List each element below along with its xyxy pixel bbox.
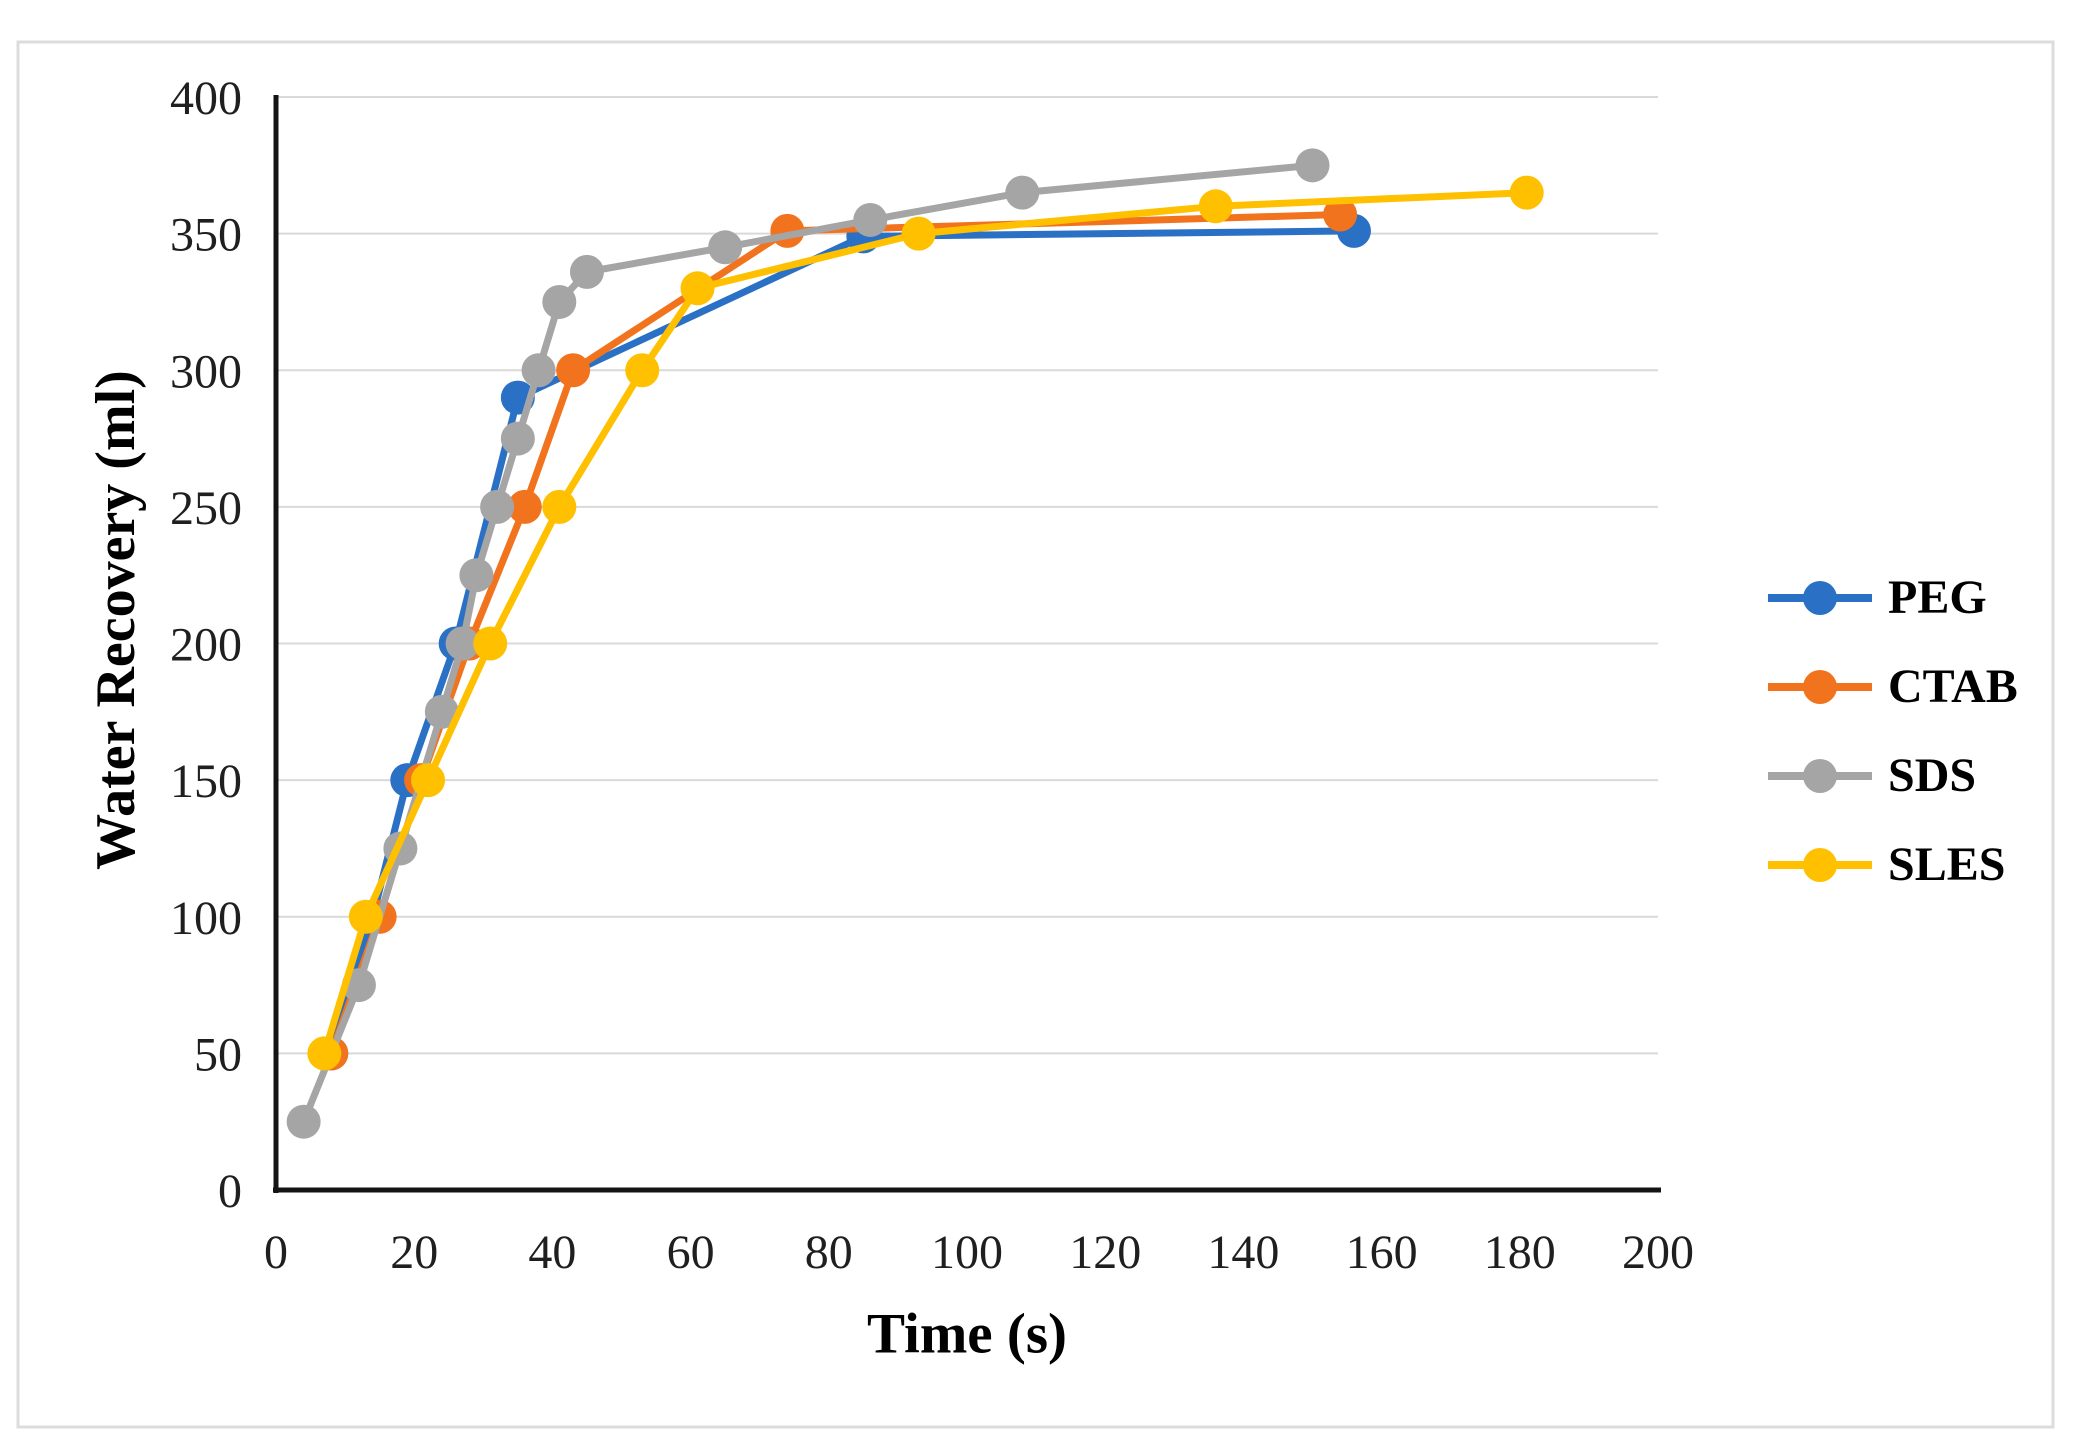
y-tick-label-300: 300: [170, 345, 242, 398]
y-tick-label-400: 400: [170, 72, 242, 125]
x-tick-label-60: 60: [667, 1226, 715, 1279]
legend-label: SDS: [1888, 749, 1977, 802]
y-tick-label-150: 150: [170, 755, 242, 808]
data-point-CTAB-154-357: [1323, 197, 1358, 232]
data-point-SDS-150-375: [1295, 148, 1330, 183]
legend-item-sles: SLES: [1768, 837, 2018, 893]
data-point-SLES-136-360: [1198, 189, 1233, 224]
data-point-SDS-29-225: [459, 558, 494, 593]
y-tick-label-100: 100: [170, 892, 242, 945]
y-tick-label-250: 250: [170, 482, 242, 535]
data-point-SDS-108-365: [1005, 175, 1040, 210]
data-point-CTAB-36-250: [507, 489, 542, 524]
series-SLES: [307, 175, 1544, 1071]
y-axis-title: Water Recovery (ml): [85, 370, 147, 870]
x-tick-label-200: 200: [1622, 1226, 1694, 1279]
legend-label: PEG: [1888, 571, 1987, 624]
data-point-CTAB-43-300: [556, 353, 591, 388]
legend: PEG CTAB SDS SLES: [1768, 570, 2018, 893]
data-point-SLES-13-100: [348, 899, 383, 934]
data-point-SDS-35-275: [500, 421, 535, 456]
data-point-SDS-24-175: [424, 694, 459, 729]
x-tick-label-140: 140: [1207, 1226, 1279, 1279]
x-tick-label-180: 180: [1484, 1226, 1556, 1279]
data-point-SDS-65-345: [708, 230, 743, 265]
x-axis-title: Time (s): [866, 1302, 1068, 1366]
legend-item-peg: PEG: [1768, 570, 2018, 626]
legend-label: CTAB: [1888, 660, 2018, 713]
x-tick-label-80: 80: [805, 1226, 853, 1279]
data-point-SLES-31-200: [473, 626, 508, 661]
legend-line-marker-icon: [1768, 670, 1872, 704]
legend-label: SLES: [1888, 838, 2006, 891]
y-tick-label-350: 350: [170, 209, 242, 262]
data-point-SLES-41-250: [542, 489, 577, 524]
data-point-SDS-32-250: [480, 489, 515, 524]
legend-line-marker-icon: [1768, 581, 1872, 615]
x-tick-label-100: 100: [931, 1226, 1003, 1279]
y-tick-label-0: 0: [218, 1165, 242, 1218]
data-point-SDS-4-25: [286, 1104, 321, 1139]
data-point-SLES-61-330: [680, 271, 715, 306]
legend-line-marker-icon: [1768, 848, 1872, 882]
y-tick-label-50: 50: [194, 1028, 242, 1081]
data-point-SDS-38-300: [521, 353, 556, 388]
data-point-SDS-41-325: [542, 284, 577, 319]
data-point-SLES-53-300: [625, 353, 660, 388]
legend-line-marker-icon: [1768, 759, 1872, 793]
data-point-SDS-45-336: [569, 254, 604, 289]
x-tick-label-160: 160: [1346, 1226, 1418, 1279]
data-point-SLES-22-150: [411, 763, 446, 798]
x-tick-label-20: 20: [390, 1226, 438, 1279]
data-point-SDS-27-200: [445, 626, 480, 661]
data-point-SDS-86-355: [853, 202, 888, 237]
tick-labels: 0 50 100 150 200 250 300 350 400 0 20 40 60 80 100 120 1…: [170, 72, 1694, 1279]
data-point-SLES-93-350: [901, 216, 936, 251]
x-tick-label-40: 40: [528, 1226, 576, 1279]
legend-item-ctab: CTAB: [1768, 659, 2018, 715]
figure-frame: [16, 40, 2055, 1429]
series-SLES-line: [320, 189, 1531, 1057]
x-tick-label-0: 0: [264, 1226, 288, 1279]
legend-item-sds: SDS: [1768, 748, 2018, 804]
y-tick-label-200: 200: [170, 619, 242, 672]
x-tick-label-120: 120: [1069, 1226, 1141, 1279]
data-point-SLES-181-365: [1509, 175, 1544, 210]
data-point-SLES-7-50: [307, 1036, 342, 1071]
